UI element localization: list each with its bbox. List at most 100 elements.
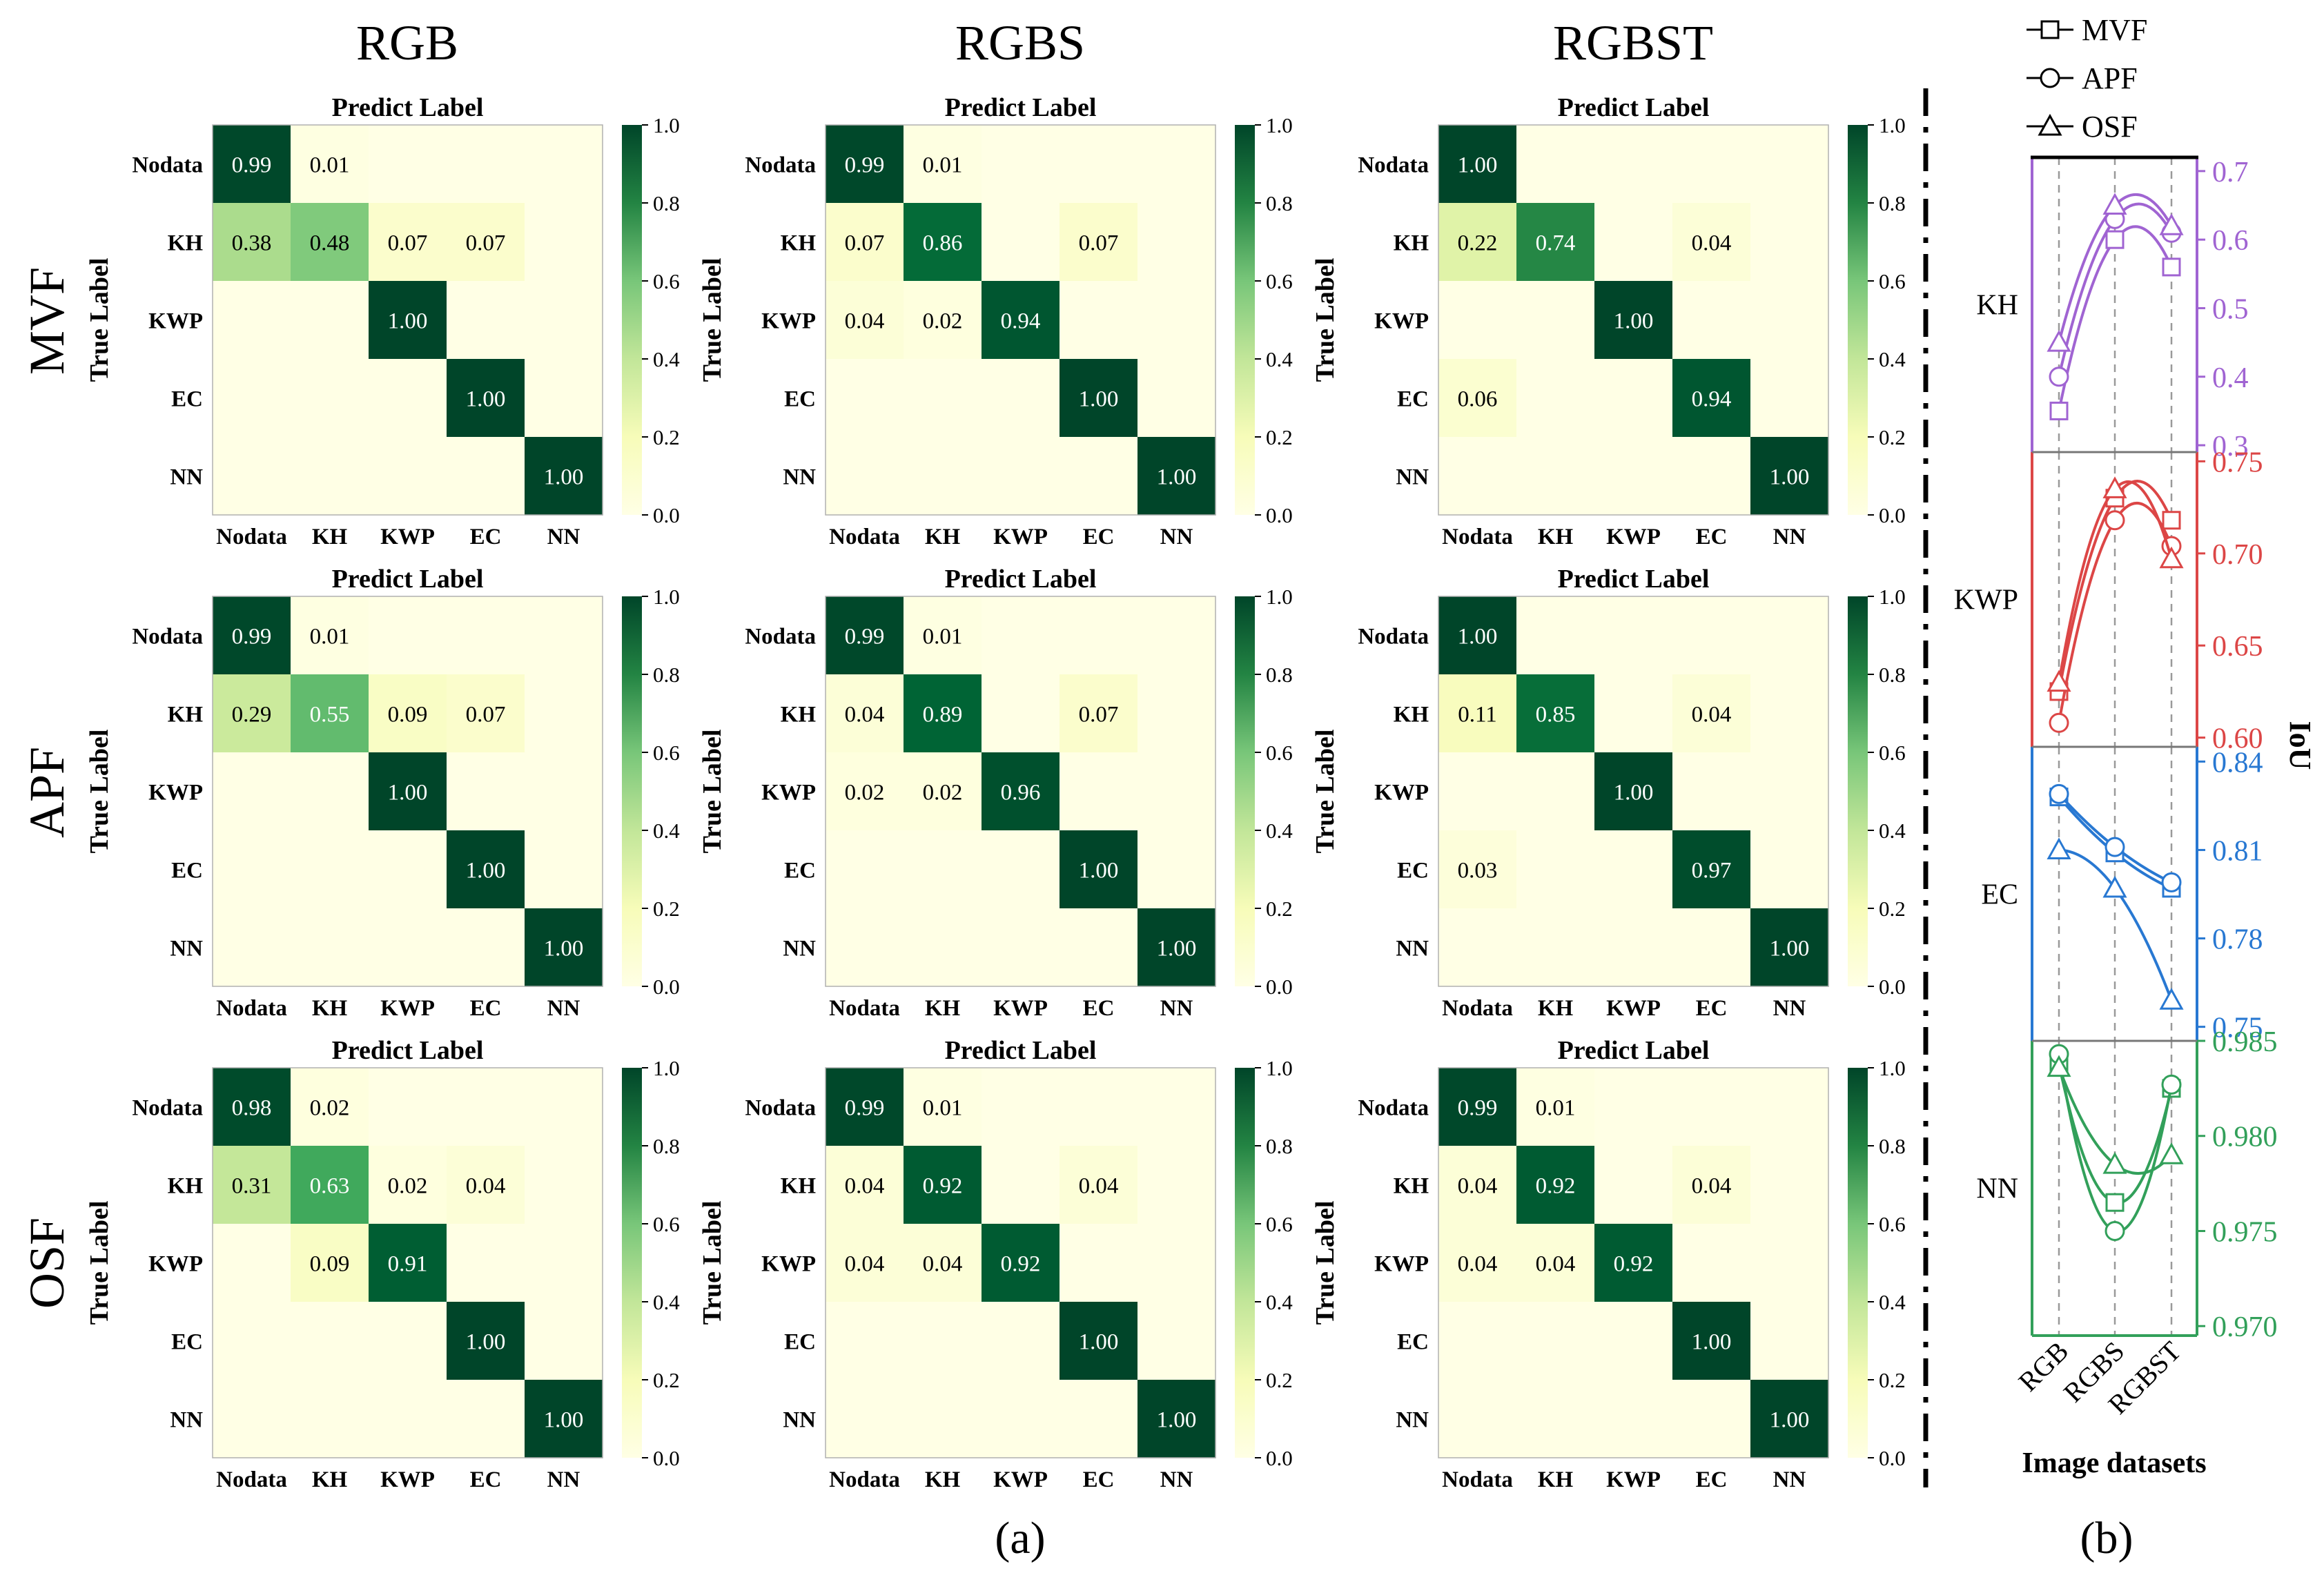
- cell-label: 0.92: [1001, 1252, 1041, 1277]
- y-tick-label: KWP: [1374, 1252, 1429, 1277]
- heatmap-ylabel: True Label: [698, 1201, 727, 1325]
- heatmap-cell: [213, 281, 291, 360]
- cell-label: 1.00: [1614, 309, 1654, 334]
- heatmap-cell: [213, 596, 291, 675]
- heatmap-cell: [1516, 1146, 1595, 1224]
- heatmap-cell: [982, 752, 1060, 831]
- circle-marker: [2049, 712, 2069, 733]
- y-tick-label: EC: [171, 859, 203, 883]
- colorbar-tick-label: 0.2: [653, 897, 680, 921]
- x-tick-label: EC: [1696, 996, 1728, 1021]
- square-marker: [2040, 20, 2060, 39]
- y-tick-label: 0.75: [2212, 1013, 2263, 1044]
- heatmap-cell: [447, 203, 525, 282]
- cell-label: 0.48: [310, 231, 350, 256]
- heatmap-cell: [1060, 1224, 1138, 1302]
- colorbar: [622, 1068, 642, 1458]
- cell-label: 0.01: [310, 625, 350, 650]
- colorbar: [622, 596, 642, 986]
- y-tick-label: Nodata: [745, 625, 816, 650]
- heatmap-cell: [369, 674, 447, 753]
- x-tick-label: KWP: [993, 1467, 1048, 1492]
- heatmap-cell: [1060, 437, 1138, 516]
- cell-label: 0.07: [466, 703, 506, 727]
- cell-label: 0.01: [310, 153, 350, 178]
- cell-label: 0.74: [1536, 231, 1576, 256]
- y-tick-label: 0.975: [2212, 1216, 2278, 1248]
- x-tick-label: KH: [312, 996, 348, 1021]
- heatmap-cell: [1594, 674, 1673, 753]
- cell-label: 1.00: [1770, 937, 1810, 961]
- cell-label: 0.92: [1536, 1174, 1576, 1199]
- x-tick-label: KWP: [1606, 1467, 1661, 1492]
- heatmap-cell: [982, 125, 1060, 204]
- y-tick-label: NN: [783, 1408, 816, 1433]
- heatmap-cell: [1438, 908, 1517, 987]
- heatmap-ylabel: True Label: [1311, 258, 1340, 382]
- heatmap-cell: [1137, 125, 1216, 204]
- heatmap-cell: [1594, 1380, 1673, 1458]
- heatmap-cell: [982, 1380, 1060, 1458]
- cell-label: 0.86: [923, 231, 963, 256]
- y-tick-label: KWP: [761, 1252, 816, 1277]
- triangle-marker: [2102, 476, 2127, 498]
- heatmap-cell: [1750, 1146, 1829, 1224]
- heatmap-cell: [1137, 596, 1216, 675]
- y-tick-label: EC: [784, 859, 816, 883]
- heatmap-cell: [826, 125, 904, 204]
- colorbar-tick-label: 0.0: [653, 503, 680, 527]
- y-tick-label: KWP: [761, 309, 816, 334]
- colorbar-tick-label: 0.6: [1879, 269, 1906, 293]
- colorbar-tick-label: 0.0: [1879, 975, 1906, 999]
- cell-label: 1.00: [1157, 465, 1197, 490]
- colorbar-tick-label: 0.4: [653, 347, 680, 371]
- heatmap-title: Predict Label: [332, 565, 484, 594]
- cell-label: 1.00: [1157, 937, 1197, 961]
- colorbar-tick-label: 1.0: [653, 113, 680, 137]
- cell-label: 1.00: [466, 387, 506, 412]
- cell-label: 1.00: [1614, 781, 1654, 805]
- colorbar-tick-label: 0.0: [653, 1446, 680, 1470]
- heatmap-cell: [213, 203, 291, 282]
- cell-label: 1.00: [1458, 153, 1498, 178]
- colorbar-tick-label: 0.6: [653, 741, 680, 765]
- triangle-marker: [2047, 330, 2071, 352]
- y-tick-label: 0.4: [2212, 362, 2249, 394]
- heatmap-frame: [825, 596, 1216, 987]
- heatmap-cell: [904, 908, 982, 987]
- cell-label: 0.04: [923, 1252, 963, 1277]
- y-tick-label: Nodata: [1358, 625, 1429, 650]
- y-tick-label: EC: [1397, 859, 1429, 883]
- heatmap-cell: [1672, 596, 1751, 675]
- heatmap-cell: [447, 1224, 525, 1302]
- circle-marker: [2105, 1220, 2125, 1241]
- x-tick-label: NN: [1160, 1467, 1193, 1492]
- heatmap-apf-rgb: 0.99 0.01 0.29 0.55 0.09 0.07 1.00 1.00 1.00 Pred…: [85, 565, 680, 1021]
- cell-label: 0.07: [1079, 231, 1119, 256]
- heatmap-cell: [1594, 908, 1673, 987]
- heatmap-cell: [904, 1224, 982, 1302]
- heatmap-cell: [1672, 125, 1751, 204]
- col-header-rgbs: RGBS: [955, 15, 1085, 70]
- cell-label: 1.00: [1079, 859, 1119, 883]
- cell-label: 0.29: [232, 703, 272, 727]
- y-tick-label: 0.70: [2212, 539, 2263, 571]
- y-tick-label: KWP: [761, 781, 816, 805]
- heatmap-cell: [1060, 674, 1138, 753]
- heatmap-cell: [826, 830, 904, 909]
- heatmap-frame: [1438, 596, 1829, 987]
- cell-label: 0.99: [1458, 1096, 1498, 1121]
- triangle-marker: [2159, 1142, 2184, 1164]
- cell-label: 1.00: [1079, 387, 1119, 412]
- colorbar-tick-label: 0.8: [1879, 663, 1906, 687]
- cell-label: 0.02: [310, 1096, 350, 1121]
- legend-entry-mvf: MVF: [2027, 13, 2147, 47]
- heatmap-frame: [212, 124, 603, 516]
- heatmap-cell: [291, 203, 369, 282]
- x-tick-label: NN: [547, 996, 580, 1021]
- heatmap-cell: [1594, 437, 1673, 516]
- cell-label: 0.92: [1614, 1252, 1654, 1277]
- triangle-marker: [2038, 113, 2062, 136]
- cell-label: 0.94: [1001, 309, 1041, 334]
- x-tick-label: KH: [925, 1467, 961, 1492]
